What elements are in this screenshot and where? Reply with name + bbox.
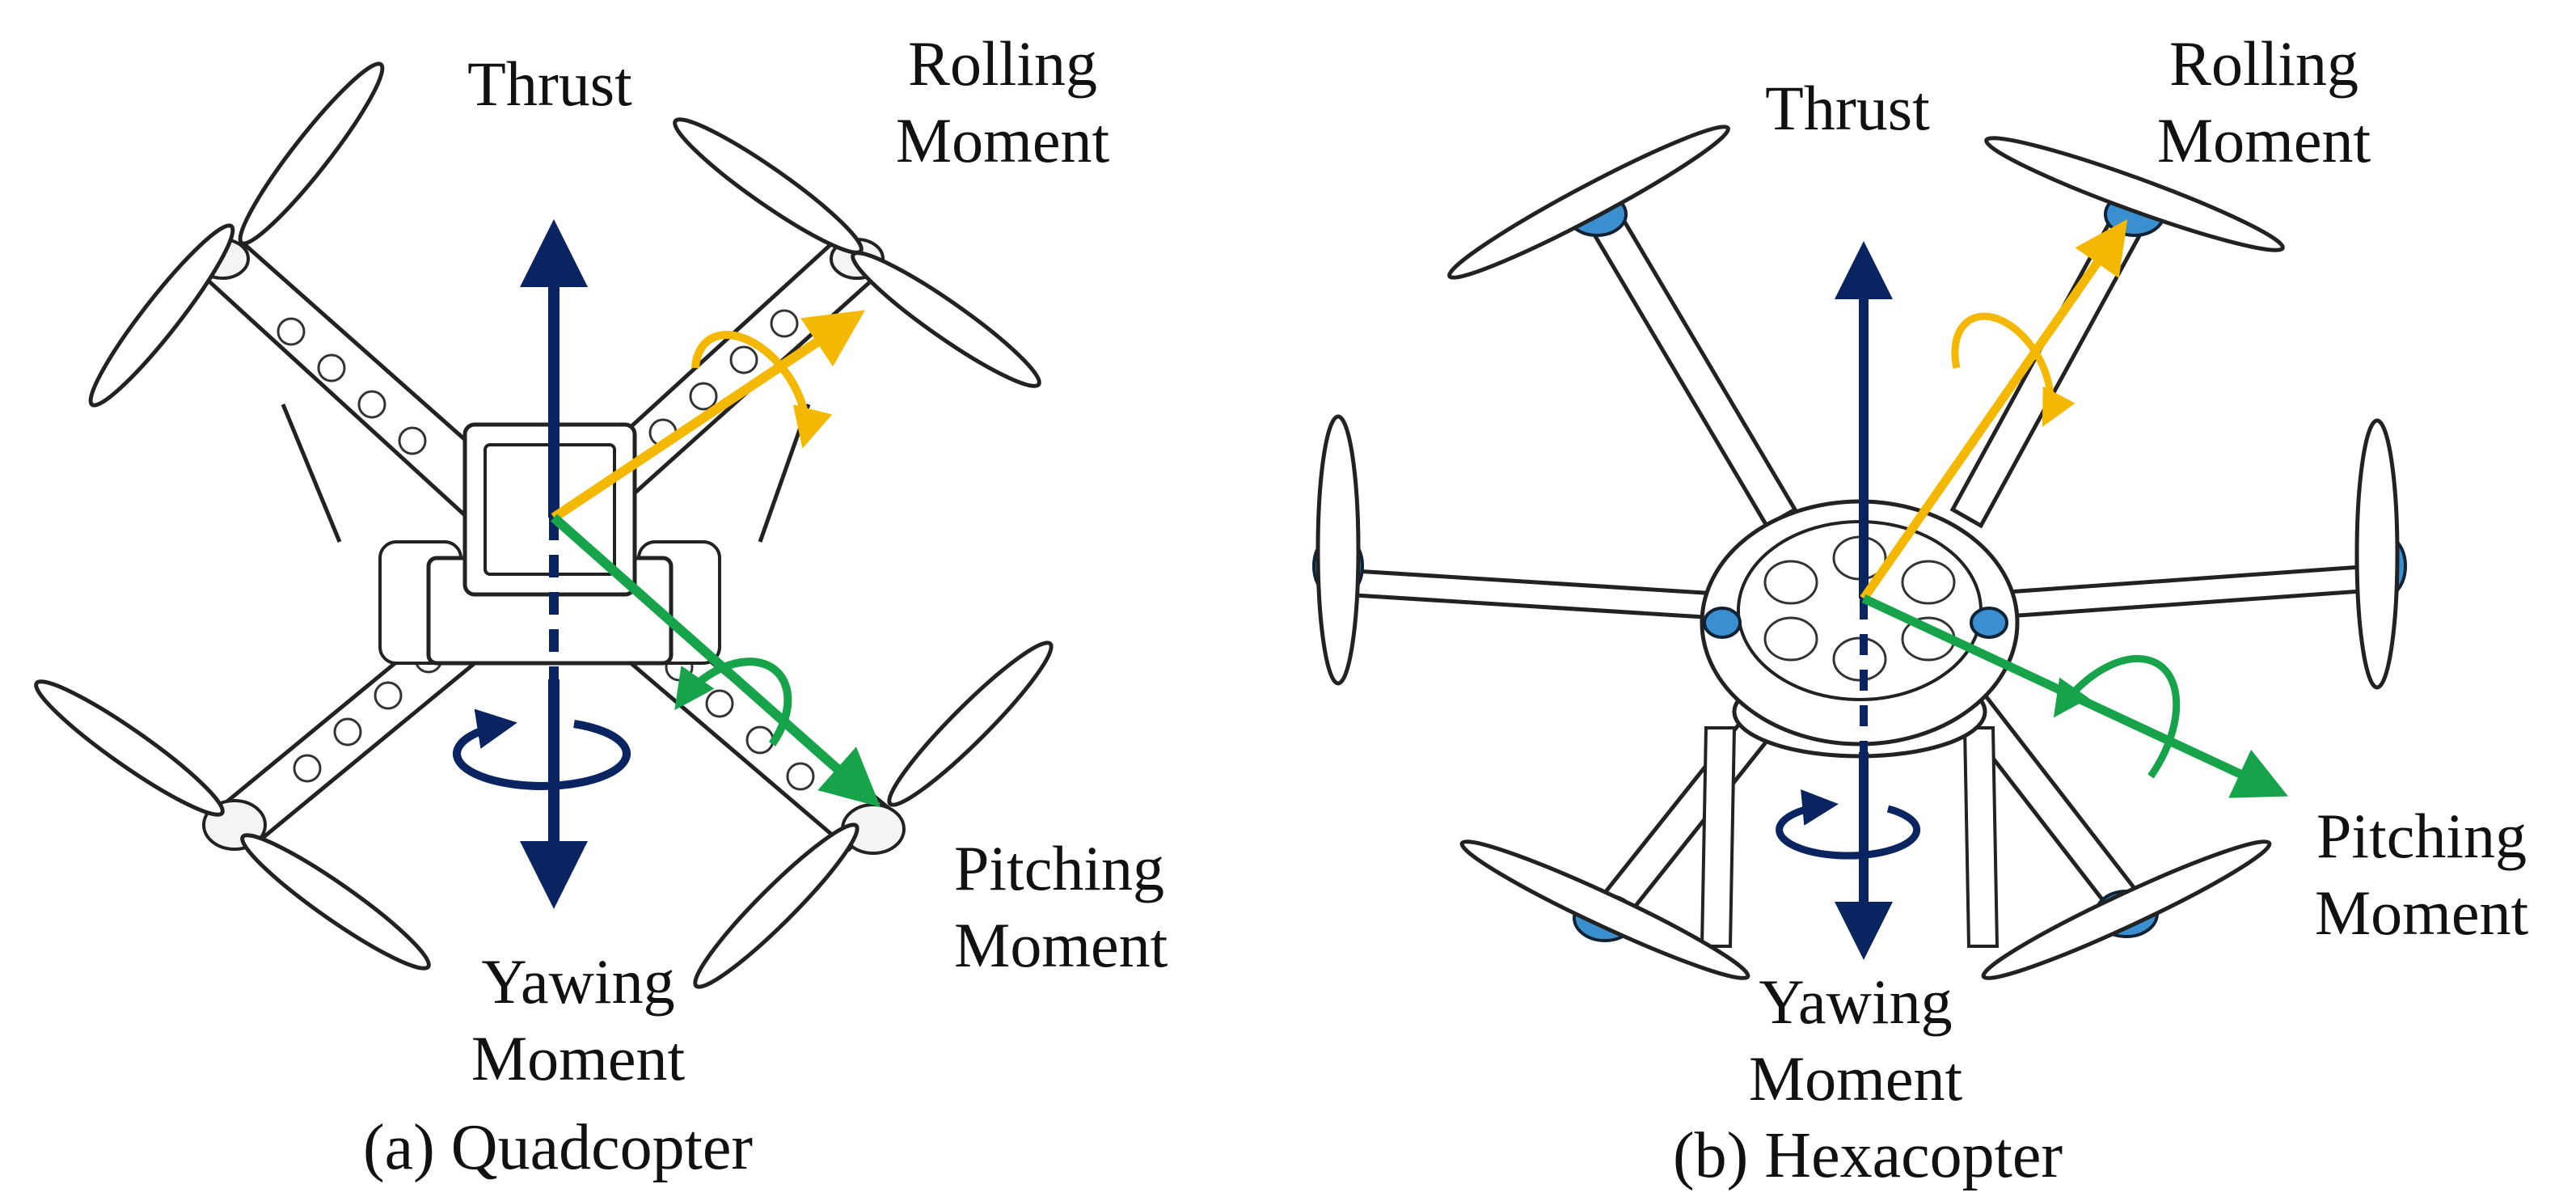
- hexacopter-propellers: [1315, 125, 2400, 980]
- hexa-yaw-curl: [1776, 789, 1921, 860]
- hexa-rolling-label-line1: Rolling: [2169, 28, 2359, 99]
- hexa-pitching-label-line2: Moment: [2315, 877, 2529, 948]
- hexacopter-labels: Thrust Rolling Moment Pitching Moment Ya…: [1673, 28, 2528, 1191]
- hexa-pitching-label-line1: Pitching: [2316, 801, 2527, 871]
- quadcopter-force-arrows: [453, 219, 880, 909]
- hexa-rolling-arrow: [1860, 218, 2128, 602]
- quadcopter-labels: Thrust Rolling Moment Pitching Moment Ya…: [363, 28, 1168, 1183]
- hexa-yawing-label-line2: Moment: [1749, 1043, 1963, 1114]
- hexa-rolling-curl: [1951, 312, 2076, 427]
- quad-rolling-arrow: [551, 310, 865, 522]
- quad-pitching-arrow: [551, 514, 880, 807]
- quad-yawing-label-line1: Yawing: [481, 946, 674, 1017]
- hexacopter-force-arrows: [1776, 218, 2288, 960]
- hexa-pitching-curl: [2053, 655, 2181, 779]
- hexa-thrust-label: Thrust: [1765, 73, 1930, 143]
- hexa-yawing-label-line1: Yawing: [1759, 966, 1952, 1037]
- quad-rolling-curl: [691, 331, 833, 449]
- quad-thrust-label: Thrust: [467, 49, 632, 119]
- quad-pitching-curl: [674, 658, 792, 746]
- quadcopter-propellers: [34, 61, 1054, 989]
- quad-yaw-curl: [453, 708, 631, 790]
- quad-pitching-label-line1: Pitching: [954, 833, 1164, 903]
- hexa-rolling-label-line2: Moment: [2157, 105, 2371, 175]
- quad-rolling-label-line2: Moment: [896, 105, 1110, 175]
- quad-pitching-label-line2: Moment: [954, 910, 1168, 980]
- hexa-caption: (b) Hexacopter: [1673, 1120, 2063, 1191]
- quad-rolling-label-line1: Rolling: [908, 28, 1097, 99]
- quad-caption: (a) Quadcopter: [363, 1112, 753, 1183]
- quadcopter-figure: Thrust Rolling Moment Pitching Moment Ya…: [34, 28, 1168, 1183]
- hexacopter-figure: Thrust Rolling Moment Pitching Moment Ya…: [1312, 28, 2528, 1191]
- quad-yawing-label-line2: Moment: [471, 1023, 686, 1093]
